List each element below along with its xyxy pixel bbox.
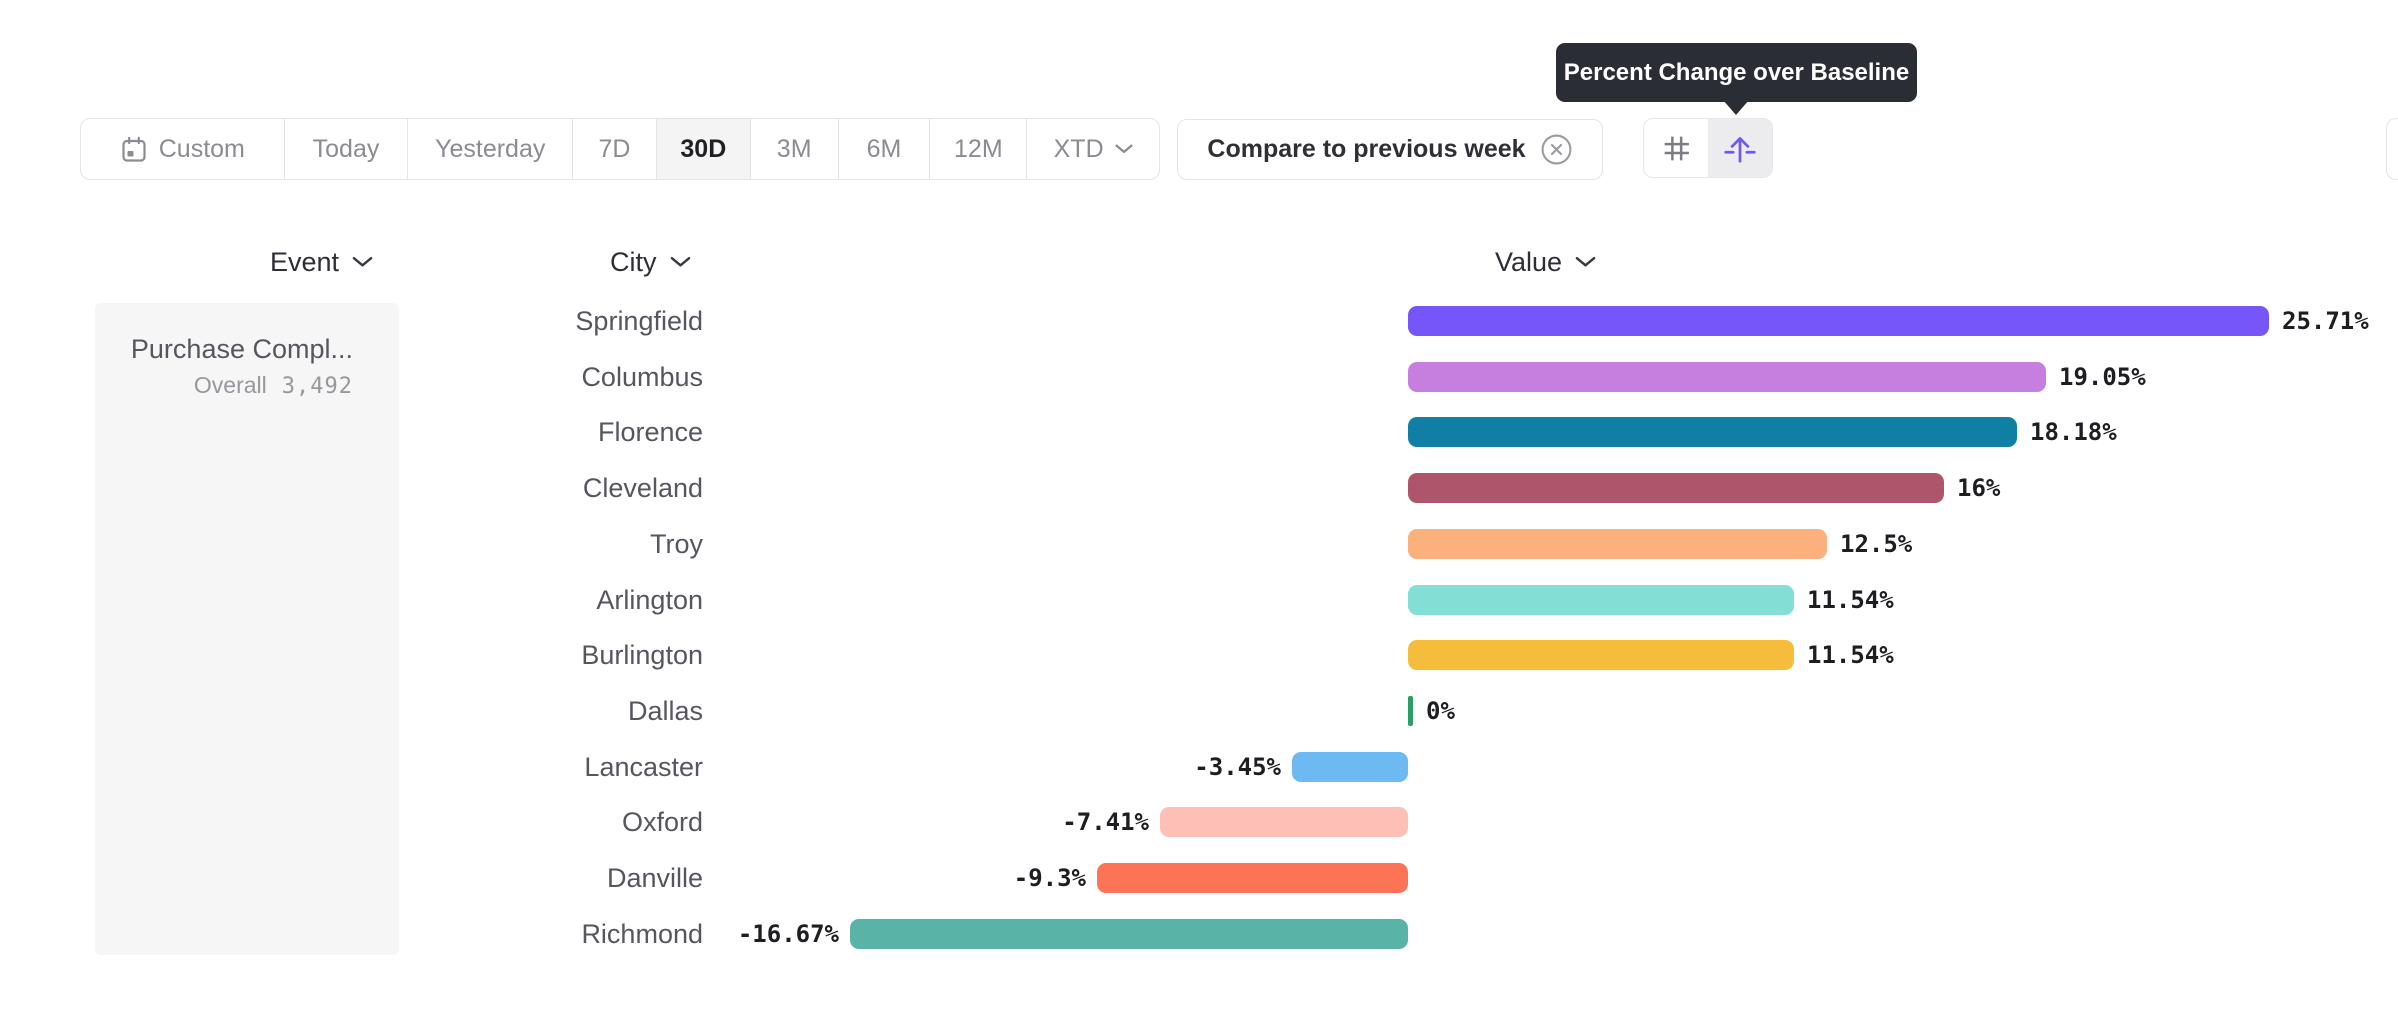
range-button-12m[interactable]: 12M xyxy=(930,119,1028,179)
value-label-lancaster: -3.45% xyxy=(1194,753,1281,781)
bar-springfield[interactable] xyxy=(1408,306,2269,336)
event-panel: Purchase Compl... Overall 3,492 xyxy=(95,303,399,955)
bar-lancaster[interactable] xyxy=(1292,752,1408,782)
city-label-cleveland: Cleveland xyxy=(582,473,703,503)
chevron-down-icon xyxy=(1115,144,1133,154)
range-button-label: Yesterday xyxy=(435,134,546,163)
remove-compare-icon[interactable] xyxy=(1540,133,1573,166)
bar-oxford[interactable] xyxy=(1160,807,1408,837)
city-label-springfield: Springfield xyxy=(575,306,703,336)
event-column-header[interactable]: Event xyxy=(270,246,373,278)
range-button-label: 7D xyxy=(598,134,631,163)
numbers-view-button[interactable] xyxy=(1644,119,1708,177)
zero-baseline-mark-dallas[interactable] xyxy=(1408,696,1413,726)
event-title: Purchase Compl... xyxy=(130,334,353,364)
range-button-label: 6M xyxy=(866,134,902,163)
value-column-header[interactable]: Value xyxy=(1495,246,1596,278)
city-label-oxford: Oxford xyxy=(621,807,703,837)
bar-troy[interactable] xyxy=(1408,529,1827,559)
city-column-label: City xyxy=(610,246,657,277)
date-range-toolbar: Custom Today Yesterday 7D 30D 3M 6M 12M XTD xyxy=(80,118,1160,180)
value-label-columbus: 19.05% xyxy=(2059,363,2146,391)
range-button-7d[interactable]: 7D xyxy=(573,119,657,179)
bar-florence[interactable] xyxy=(1408,417,2017,447)
bar-burlington[interactable] xyxy=(1408,640,1794,670)
range-button-yesterday[interactable]: Yesterday xyxy=(408,119,574,179)
range-button-label: Custom xyxy=(158,134,245,163)
baseline-arrow-icon xyxy=(1724,137,1756,163)
range-button-xtd[interactable]: XTD xyxy=(1027,119,1159,179)
city-label-columbus: Columbus xyxy=(581,362,703,392)
range-button-today[interactable]: Today xyxy=(285,119,409,179)
chevron-down-icon xyxy=(670,256,690,267)
city-label-florence: Florence xyxy=(597,417,703,447)
value-label-burlington: 11.54% xyxy=(1807,641,1894,669)
compare-chip-label: Compare to previous week xyxy=(1207,135,1526,163)
range-button-3m[interactable]: 3M xyxy=(751,119,839,179)
bar-arlington[interactable] xyxy=(1408,585,1794,615)
city-column-header[interactable]: City xyxy=(610,246,691,278)
value-label-oxford: -7.41% xyxy=(1062,808,1149,836)
compare-chip[interactable]: Compare to previous week xyxy=(1177,119,1603,180)
event-overall-label: Overall xyxy=(193,372,267,398)
value-label-arlington: 11.54% xyxy=(1807,586,1894,614)
city-label-dallas: Dallas xyxy=(627,696,703,726)
chevron-down-icon xyxy=(1575,256,1596,267)
city-label-burlington: Burlington xyxy=(581,640,703,670)
event-overall-count: 3,492 xyxy=(281,374,353,399)
chevron-down-icon xyxy=(352,256,373,267)
range-button-label: XTD xyxy=(1053,134,1104,163)
value-label-danville: -9.3% xyxy=(1013,864,1086,892)
event-column-label: Event xyxy=(270,246,340,277)
value-label-cleveland: 16% xyxy=(1957,474,2001,502)
value-view-toggle xyxy=(1643,118,1773,178)
city-label-arlington: Arlington xyxy=(596,585,703,615)
hash-icon xyxy=(1664,136,1689,160)
city-label-danville: Danville xyxy=(606,863,703,893)
range-button-label: Today xyxy=(312,134,380,163)
value-label-florence: 18.18% xyxy=(2030,418,2117,446)
tooltip-caret xyxy=(1723,100,1749,115)
value-column-label: Value xyxy=(1495,246,1563,277)
bar-columbus[interactable] xyxy=(1408,362,2046,392)
value-label-springfield: 25.71% xyxy=(2282,307,2369,335)
value-label-dallas: 0% xyxy=(1426,697,1455,725)
event-subtitle: Overall 3,492 xyxy=(95,372,353,400)
calendar-icon xyxy=(122,136,146,162)
bar-cleveland[interactable] xyxy=(1408,473,1944,503)
percent-change-baseline-button[interactable] xyxy=(1708,119,1772,177)
tooltip-text: Percent Change over Baseline xyxy=(1563,58,1910,86)
range-button-label: 3M xyxy=(776,134,812,163)
range-button-30d[interactable]: 30D xyxy=(656,119,751,179)
value-label-troy: 12.5% xyxy=(1840,530,1913,558)
bar-danville[interactable] xyxy=(1097,863,1408,893)
city-label-troy: Troy xyxy=(650,529,703,559)
value-label-richmond: -16.67% xyxy=(737,920,839,948)
bar-richmond[interactable] xyxy=(850,919,1408,949)
range-button-label: 30D xyxy=(680,134,727,163)
event-item[interactable]: Purchase Compl... Overall 3,492 xyxy=(95,303,399,400)
clipped-edge-control[interactable] xyxy=(2386,118,2398,180)
tooltip-percent-change-over-baseline: Percent Change over Baseline xyxy=(1556,43,1917,102)
city-label-richmond: Richmond xyxy=(581,919,703,949)
range-button-custom[interactable]: Custom xyxy=(81,119,285,179)
range-button-label: 12M xyxy=(954,134,1003,163)
city-label-lancaster: Lancaster xyxy=(584,752,703,782)
range-button-6m[interactable]: 6M xyxy=(839,119,931,179)
